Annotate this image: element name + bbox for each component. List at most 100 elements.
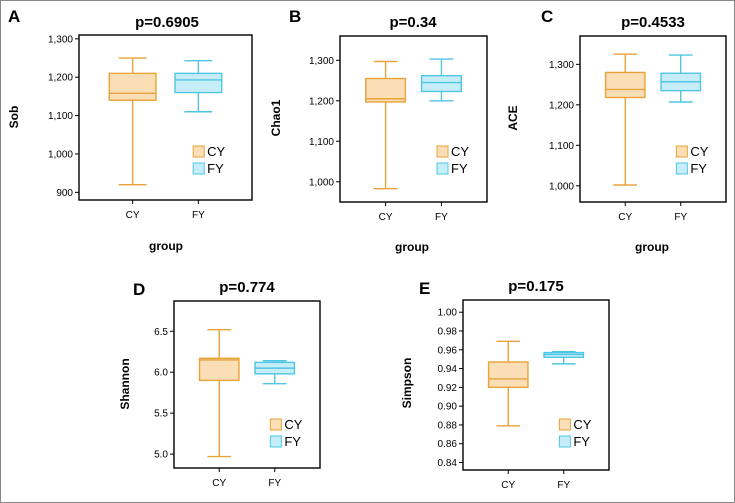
y-tick-label: 5.5	[154, 409, 168, 420]
y-tick-label: 0.84	[438, 458, 458, 469]
x-tick-label: CY	[379, 212, 393, 223]
legend-swatch-cy	[558, 418, 571, 431]
x-tick-label: FY	[557, 480, 570, 491]
y-tick-label: 1,300	[48, 34, 73, 45]
legend-label-fy: FY	[690, 161, 707, 176]
y-tick-label: 1,200	[309, 96, 334, 107]
y-axis-label: Simpson	[400, 358, 414, 409]
iqr-box	[604, 71, 646, 99]
legend-label-fy: FY	[451, 161, 468, 176]
panel-letter: C	[541, 7, 553, 26]
y-tick-label: 1,000	[549, 181, 574, 192]
box-fy	[254, 360, 296, 385]
y-tick-label: 0.96	[438, 345, 458, 356]
legend-label-fy: FY	[573, 434, 590, 449]
y-tick-label: 1,100	[549, 141, 574, 152]
iqr-box	[420, 74, 462, 93]
y-axis-label: ACE	[506, 105, 520, 130]
legend-label-cy: CY	[284, 417, 302, 432]
legend-label-fy: FY	[284, 434, 301, 449]
y-tick-label: 1,200	[549, 100, 574, 111]
panel-title: p=0.34	[389, 14, 437, 31]
panel-letter: D	[133, 280, 145, 299]
x-tick-label: CY	[501, 480, 515, 491]
y-axis-label: Chao1	[269, 99, 283, 136]
panel-letter: A	[8, 7, 20, 26]
legend: CY FY	[192, 144, 226, 176]
iqr-box	[365, 77, 407, 103]
legend-swatch-fy	[558, 435, 571, 448]
x-tick-label: CY	[126, 210, 140, 221]
plot-area	[579, 35, 727, 203]
y-tick-label: 0.88	[438, 420, 458, 431]
legend-label-cy: CY	[451, 144, 469, 159]
legend-swatch-fy	[675, 162, 688, 175]
y-tick-label: 0.90	[438, 402, 458, 413]
plot-area	[339, 35, 488, 203]
panel-title: p=0.175	[508, 278, 563, 295]
x-axis-label: group	[635, 240, 669, 254]
y-tick-label: 5.0	[154, 450, 168, 461]
box-fy	[174, 60, 223, 113]
legend-swatch-fy	[269, 435, 282, 448]
panel-title: p=0.6905	[135, 14, 199, 31]
box-cy	[604, 53, 646, 186]
legend-swatch-cy	[675, 145, 688, 158]
y-tick-label: 6.5	[154, 327, 168, 338]
plot-area	[173, 300, 321, 469]
y-tick-label: 6.0	[154, 368, 168, 379]
x-axis-label: group	[395, 240, 429, 254]
x-tick-label: FY	[268, 478, 281, 489]
y-axis-label: Shannon	[118, 358, 132, 409]
y-tick-label: 1,300	[549, 60, 574, 71]
panel-title: p=0.4533	[621, 14, 685, 31]
legend: CY FY	[675, 144, 709, 176]
legend-swatch-fy	[192, 162, 205, 175]
legend-swatch-cy	[436, 145, 449, 158]
box-fy	[420, 58, 462, 102]
box-fy	[543, 350, 585, 365]
y-tick-label: 1,200	[48, 73, 73, 84]
panel-letter: B	[289, 7, 301, 26]
box-cy	[198, 328, 240, 458]
panel-title: p=0.774	[219, 279, 275, 296]
box-cy	[365, 60, 407, 190]
x-axis-label: group	[149, 239, 183, 253]
legend-swatch-cy	[269, 418, 282, 431]
plot-area	[78, 34, 253, 201]
y-tick-label: 0.98	[438, 326, 458, 337]
iqr-box	[487, 361, 529, 389]
legend-label-cy: CY	[207, 144, 225, 159]
plot-area	[462, 299, 610, 471]
legend-swatch-cy	[192, 145, 205, 158]
legend-label-fy: FY	[207, 161, 224, 176]
legend: CY FY	[269, 417, 303, 449]
y-tick-label: 1,000	[309, 177, 334, 188]
box-cy	[108, 57, 157, 186]
iqr-box	[108, 72, 157, 101]
box-cy	[487, 340, 529, 427]
legend: CY FY	[558, 417, 592, 449]
legend-label-cy: CY	[573, 417, 591, 432]
x-tick-label: CY	[618, 212, 632, 223]
x-tick-label: FY	[674, 212, 687, 223]
y-tick-label: 0.92	[438, 383, 458, 394]
x-tick-label: FY	[435, 212, 448, 223]
legend-swatch-fy	[436, 162, 449, 175]
y-tick-label: 0.86	[438, 439, 458, 450]
iqr-box	[198, 357, 240, 382]
y-tick-label: 900	[56, 188, 73, 199]
box-fy	[660, 54, 702, 103]
y-tick-label: 1.00	[438, 308, 458, 319]
panel-letter: E	[419, 279, 430, 298]
legend-label-cy: CY	[690, 144, 708, 159]
x-tick-label: CY	[212, 478, 226, 489]
iqr-box	[174, 72, 223, 94]
y-axis-label: Sob	[7, 106, 21, 129]
